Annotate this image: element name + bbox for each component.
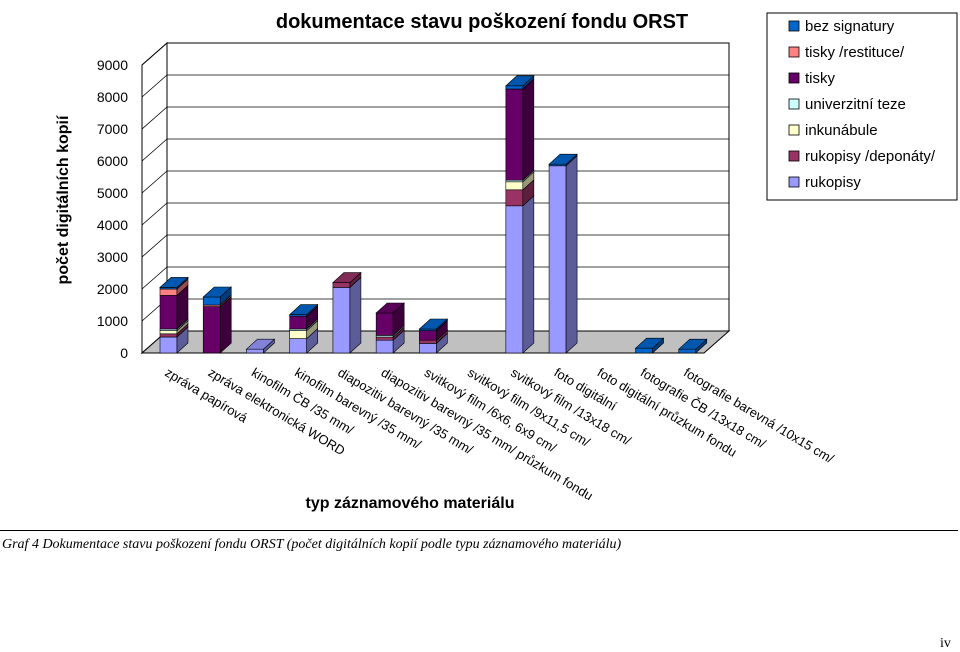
bar-segment [548,165,567,354]
y-tick-label: 5000 [97,185,128,201]
bar-segment [419,330,437,341]
gridline-side [141,106,168,130]
gridline-side [141,266,168,290]
bar-segment [419,343,437,354]
bar-stack [548,153,578,354]
y-tick-label: 1000 [97,313,128,329]
bar-segment [289,315,307,330]
bar-top [548,153,578,165]
gridline-side [141,234,168,258]
bar-stack [634,337,665,354]
bar-segment [505,181,524,191]
gridline-side [141,42,168,66]
page-number: iv [940,636,951,651]
legend-swatch [788,124,800,136]
bar-stack [332,271,362,354]
bar-top [677,338,708,350]
bar-stack [418,318,449,354]
y-tick-label: 4000 [97,217,128,233]
y-tick-label: 9000 [97,57,128,73]
y-tick-label: 2000 [97,281,128,297]
bar-segment [246,348,264,354]
legend-entry: univerzitní teze [805,96,906,113]
bar-segment [635,347,653,354]
y-tick-label: 6000 [97,153,128,169]
legend-entry: rukopisy /deponáty/ [805,148,936,165]
x-axis-title: typ záznamového materiálu [306,495,515,512]
legend-entry: tisky [805,70,836,87]
y-tick-label: 0 [120,345,128,361]
legend-entry: rukopisy [805,174,861,191]
legend-swatch [788,20,800,32]
bar-top [505,75,535,87]
gridline-side [141,202,168,226]
bar-stack [202,286,233,354]
legend-swatch [788,72,800,84]
bar-segment [159,288,178,296]
legend-entry: inkunábule [805,122,878,139]
chart-walls [140,41,731,355]
stacked-3d-bar-chart: dokumentace stavu poškození fondu ORST 0… [55,11,958,512]
chart-title: dokumentace stavu poškození fondu ORST [276,11,688,33]
bar-segment [375,339,394,354]
bar-segment [159,333,178,338]
chart-frame: dokumentace stavu poškození fondu ORST 0… [0,11,958,531]
bar-segment-side [565,155,578,354]
legend-entry: bez signatury [805,18,895,35]
bar-top [159,277,189,288]
bar-top [634,337,665,349]
bar-segment [332,287,351,354]
bar-segment [202,296,221,306]
bar-top [418,318,449,330]
back-wall [166,42,730,332]
bar-stack [159,276,189,354]
bar-top [332,272,362,283]
bar-segment-side [522,78,535,181]
y-tick-label: 7000 [97,121,128,137]
bar-segment [159,330,178,335]
bar-segment [159,336,178,354]
bar-stack [288,303,319,354]
bar-top [375,302,405,314]
bars [159,75,708,354]
bar-segment-side [349,276,362,354]
bar-segment [375,312,394,336]
legend-entry: tisky /restituce/ [805,44,905,61]
bar-segment [332,282,351,288]
bar-segment [505,189,524,207]
legend: bez signatury tisky /restituce/tisky unive… [766,12,958,201]
bar-stack [677,338,708,354]
bar-stack [245,338,276,354]
gridline-side [141,74,168,98]
bar-segment [678,348,697,354]
gridline-side [141,170,168,194]
bar-top [288,304,319,315]
bar-segment [289,330,307,339]
bar-segment [202,306,221,354]
y-axis-title: počet digitálních kopií [55,115,72,284]
bar-stack [505,75,535,354]
bar-stack [375,302,405,354]
bar-segment [289,338,307,354]
legend-swatch [788,176,800,188]
bar-segment [419,339,437,344]
bar-segment [505,88,524,181]
y-tick-label: 3000 [97,249,128,265]
bar-segment [505,205,524,354]
bar-segment [505,85,524,90]
y-tick-label: 8000 [97,89,128,105]
y-axis: 0 1000 2000 3000 4000 5000 6000 7000 8000 9000 [97,57,128,361]
bar-top [245,338,276,350]
bar-segment-side [522,195,535,354]
bar-segment [159,295,178,330]
bar-segment [375,336,394,341]
legend-swatch [788,46,800,58]
legend-swatch [788,150,800,162]
bar-top [202,286,233,298]
figure-caption: Graf 4 Dokumentace stavu poškození fondu… [2,537,622,552]
gridline-side [141,138,168,162]
legend-swatch [788,98,800,110]
